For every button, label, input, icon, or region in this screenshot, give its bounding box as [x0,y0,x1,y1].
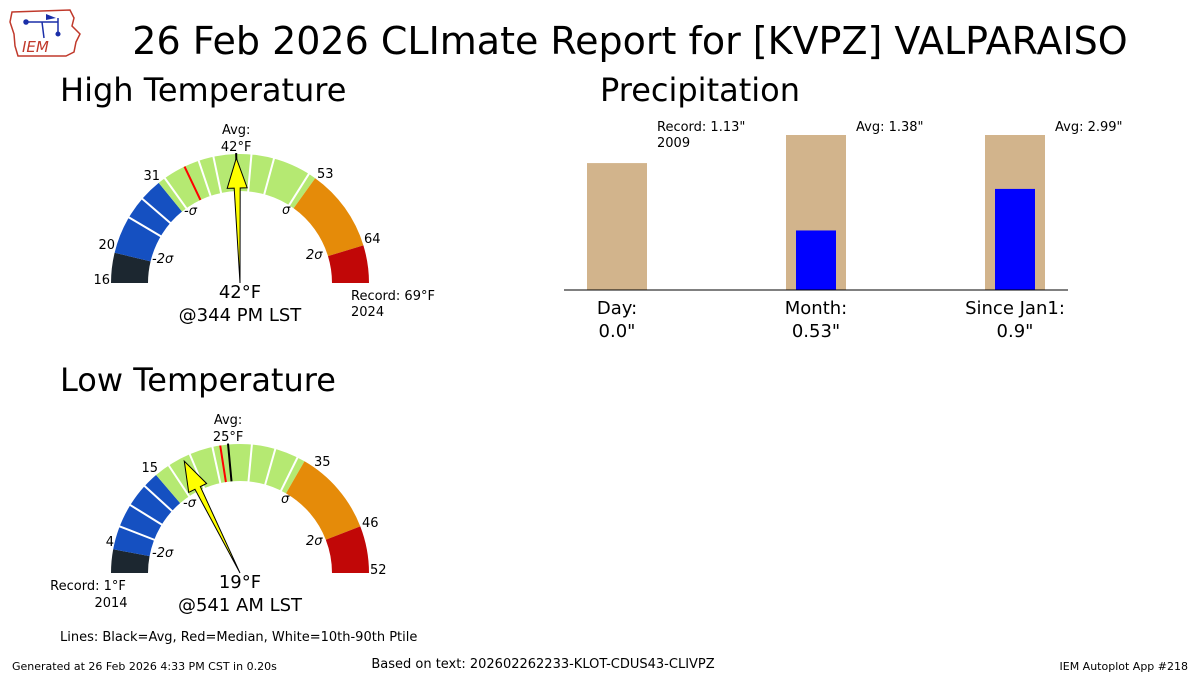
percentile-line [163,176,188,210]
precip-category-label: Day: [597,298,637,319]
observed-needle [183,459,241,574]
gauge-band-very_cold [111,549,150,573]
tick-label: 16 [93,273,110,288]
percentile-line [263,157,276,196]
precip-observed-bar [995,188,1035,290]
percentile-line [287,172,311,207]
tick-label: 53 [317,167,334,182]
percentile-line [118,525,156,542]
precip-annotation-year: 2009 [657,136,690,151]
gauge-band-hot [327,245,369,283]
sigma-label: 2σ [306,248,323,263]
high-temp-title: High Temperature [60,71,346,109]
percentile-line [167,464,191,498]
observed-time-label: @541 AM LST [178,595,303,616]
footer-based-on: Based on text: 202602262233-KLOT-CDUS43-… [371,657,714,672]
precip-value-label: 0.0" [599,321,636,342]
tick-label: 46 [362,516,379,531]
percentile-line [197,159,212,198]
median-line [219,445,227,483]
low-record-year: 2014 [94,596,127,611]
sigma-label: -2σ [152,252,174,267]
high-record-label: Record: 69°F [351,289,435,304]
iem-logo: IEM [9,9,81,57]
percentile-line [247,443,253,483]
precip-title: Precipitation [600,71,800,109]
low-temp-gauge: 4 15 35 46 52 -2σ -σ σ 2σ Avg: 25°F 19°F@541 AM LST [106,413,387,616]
sigma-label: σ [282,203,291,218]
percentile-line [128,503,164,526]
observed-time-label: @344 PM LST [179,305,303,326]
observed-value-label: 42°F [219,282,261,303]
sigma-label: -σ [184,204,198,219]
precip-category-label: Since Jan1: [965,298,1065,319]
tick-label: 15 [141,461,158,476]
precip-avg-bar [587,163,647,290]
gauge-band-warm [293,178,364,257]
percentile-line [143,484,174,513]
sigma-label: σ [281,492,290,507]
percentile-line [263,447,277,486]
percentile-line [127,216,163,238]
tick-label: 20 [98,238,115,253]
precip-value-label: 0.9" [997,321,1034,342]
gauge-band-cold [114,182,183,262]
high-record-year: 2024 [351,305,384,320]
footer-app: IEM Autoplot App #218 [1060,660,1189,673]
gauge-band-warm [286,461,361,540]
tick-label: 31 [143,169,160,184]
precip-observed-bar [796,230,836,290]
avg-value-label: 25°F [213,430,244,445]
gauge-band-hot [325,526,369,573]
tick-label: 35 [314,455,331,470]
tick-label: 52 [370,563,387,578]
percentile-line [140,197,172,225]
percentile-line [212,155,223,195]
page-title: 26 Feb 2026 CLImate Report for [KVPZ] VA… [132,19,1127,63]
precip-annotation: Record: 1.13" [657,120,745,135]
weather-station-icon [23,14,61,39]
sigma-label: -2σ [152,546,174,561]
avg-label: Avg: [222,123,250,138]
sigma-label: 2σ [306,534,323,549]
percentile-line [211,445,222,485]
observed-value-label: 19°F [219,572,261,593]
median-line [183,166,202,201]
percentile-line [247,153,253,193]
iowa-outline-icon [9,9,81,57]
avg-line [227,443,233,482]
sigma-label: -σ [183,496,197,511]
percentile-line [279,456,299,492]
avg-label: Avg: [214,413,242,428]
observed-needle [226,156,248,284]
logo-text: IEM [22,38,49,56]
precip-annotation: Avg: 2.99" [1055,120,1123,135]
tick-label: 4 [106,535,114,550]
tick-label: 64 [364,232,381,247]
precip-category-label: Month: [785,298,847,319]
legend-note: Lines: Black=Avg, Red=Median, White=10th… [60,630,417,645]
footer-generated: Generated at 26 Feb 2026 4:33 PM CST in … [12,660,277,673]
precip-annotation: Avg: 1.38" [856,120,924,135]
low-record-label: Record: 1°F [50,579,126,594]
gauge-band-very_cold [111,252,151,283]
precip-value-label: 0.53" [792,321,840,342]
precip-bar-chart: Record: 1.13"2009 Day:0.0" Avg: 1.38" Month… [564,120,1123,342]
low-temp-title: Low Temperature [60,361,336,399]
avg-value-label: 42°F [221,140,252,155]
